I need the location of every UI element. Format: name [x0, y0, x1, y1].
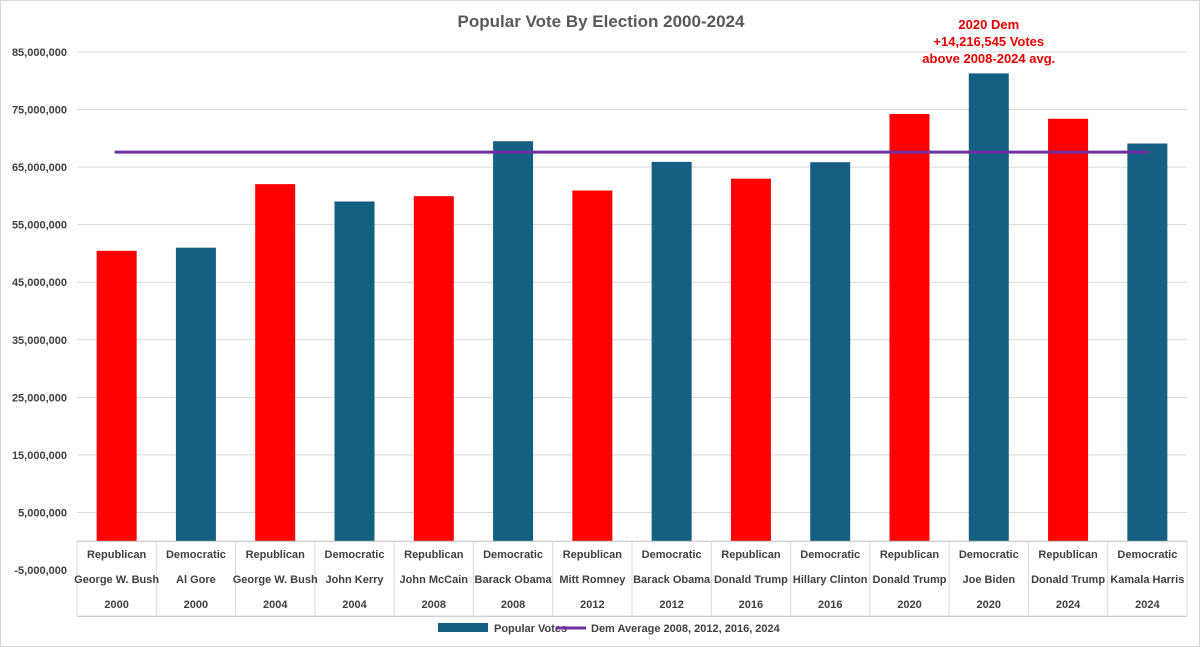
category-label-year: 2000 [184, 599, 208, 611]
category-axis-table: Republican George W. Bush 2000 Democratic Al… [74, 540, 1188, 617]
y-tick-label: 65,000,000 [12, 162, 67, 174]
bar-republican [96, 250, 137, 542]
annotation-line: +14,216,545 Votes [933, 34, 1044, 49]
bar-republican [889, 114, 930, 542]
category-label-year: 2020 [977, 599, 1001, 611]
category-label-year: 2020 [897, 599, 921, 611]
category-label-party: Republican [1038, 549, 1098, 561]
category-label-party: Republican [721, 549, 781, 561]
legend-swatch-bars [438, 623, 488, 632]
category-label-party: Democratic [642, 549, 702, 561]
y-tick-label: 5,000,000 [18, 507, 67, 519]
category-label-candidate: Donald Trump [714, 574, 788, 586]
category-label-year: 2000 [104, 599, 128, 611]
y-tick-label: 45,000,000 [12, 277, 67, 289]
annotation-line: above 2008-2024 avg. [922, 51, 1055, 66]
y-tick-label: -5,000,000 [14, 565, 67, 577]
chart-title: Popular Vote By Election 2000-2024 [458, 12, 745, 31]
category-label-party: Democratic [325, 549, 385, 561]
category-label-candidate: John McCain [400, 574, 469, 586]
category-label-year: 2024 [1056, 599, 1081, 611]
category-label-year: 2004 [342, 599, 367, 611]
category-label-candidate: Mitt Romney [559, 574, 626, 586]
category-label-candidate: Barack Obama [475, 574, 553, 586]
category-label-party: Republican [563, 549, 623, 561]
y-tick-label: 85,000,000 [12, 47, 67, 59]
legend-label-bars: Popular Votes [494, 623, 567, 635]
category-label-party: Democratic [1117, 549, 1177, 561]
category-label-candidate: George W. Bush [233, 574, 318, 586]
annotation-line: 2020 Dem [958, 17, 1019, 32]
bar-democratic [493, 141, 534, 542]
category-label-party: Republican [87, 549, 147, 561]
category-label-party: Democratic [483, 549, 543, 561]
category-label-candidate: Al Gore [176, 574, 216, 586]
category-label-party: Democratic [800, 549, 860, 561]
bar-republican [255, 184, 296, 542]
bar-democratic [968, 73, 1009, 542]
bar-democratic [175, 247, 216, 542]
category-label-candidate: John Kerry [325, 574, 384, 586]
category-label-candidate: Donald Trump [873, 574, 947, 586]
bar-republican [1048, 118, 1089, 542]
bar-republican [730, 178, 771, 542]
category-label-candidate: Donald Trump [1031, 574, 1105, 586]
annotation: 2020 Dem +14,216,545 Votes above 2008-2024… [922, 17, 1055, 66]
category-label-party: Republican [404, 549, 464, 561]
category-label-year: 2004 [263, 599, 288, 611]
y-tick-label: 55,000,000 [12, 220, 67, 232]
y-tick-label: 25,000,000 [12, 392, 67, 404]
bar-republican [572, 190, 613, 542]
y-tick-label: 35,000,000 [12, 335, 67, 347]
bar-democratic [334, 201, 375, 542]
bar-republican [413, 196, 454, 542]
category-label-year: 2012 [659, 599, 683, 611]
category-label-candidate: Joe Biden [962, 574, 1015, 586]
category-label-candidate: Kamala Harris [1110, 574, 1184, 586]
bars [96, 73, 1168, 542]
legend: Popular Votes Dem Average 2008, 2012, 201… [438, 623, 781, 635]
category-label-candidate: George W. Bush [74, 574, 159, 586]
category-label-party: Republican [880, 549, 940, 561]
category-label-party: Republican [246, 549, 306, 561]
legend-label-line: Dem Average 2008, 2012, 2016, 2024 [591, 623, 781, 635]
category-label-party: Democratic [959, 549, 1019, 561]
category-label-party: Democratic [166, 549, 226, 561]
gridlines [77, 51, 1187, 513]
bar-democratic [651, 161, 692, 542]
bar-democratic [810, 162, 851, 542]
category-label-year: 2016 [739, 599, 763, 611]
category-label-year: 2024 [1135, 599, 1160, 611]
y-tick-label: 75,000,000 [12, 105, 67, 117]
category-label-year: 2008 [422, 599, 446, 611]
category-label-year: 2012 [580, 599, 604, 611]
category-label-year: 2008 [501, 599, 525, 611]
bar-democratic [1127, 143, 1168, 542]
y-tick-label: 15,000,000 [12, 450, 67, 462]
category-label-candidate: Barack Obama [633, 574, 711, 586]
category-label-year: 2016 [818, 599, 842, 611]
category-label-candidate: Hillary Clinton [793, 574, 868, 586]
y-axis-tick-labels: -5,000,000 5,000,000 15,000,000 25,000,000 3… [12, 47, 67, 577]
